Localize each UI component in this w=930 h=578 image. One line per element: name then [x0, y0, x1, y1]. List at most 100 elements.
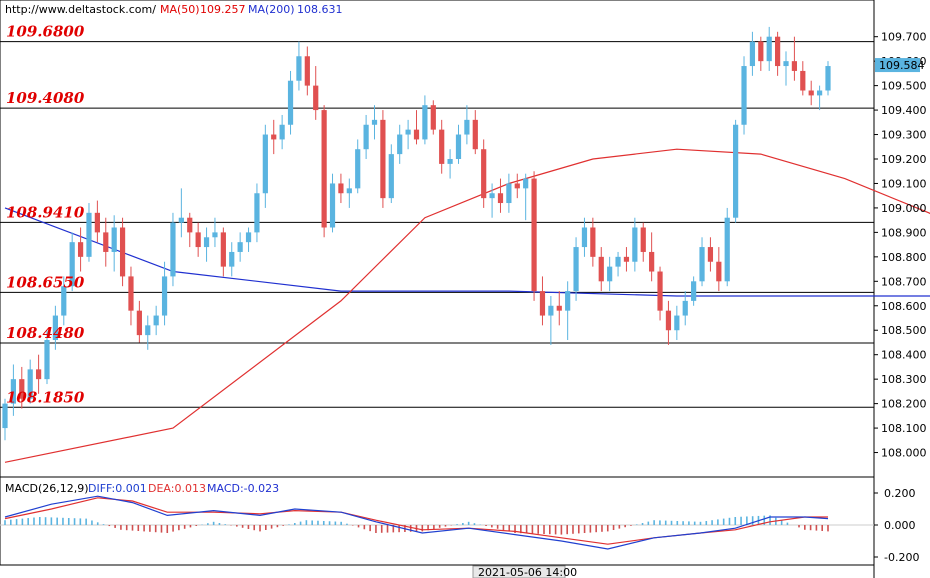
candle — [758, 36, 764, 71]
candle-body — [52, 315, 58, 341]
candle-body — [119, 227, 126, 277]
candle-body — [741, 66, 747, 125]
candle — [237, 232, 243, 262]
candle — [506, 173, 512, 213]
candle-body — [548, 305, 554, 316]
candle — [649, 232, 655, 282]
candle — [27, 359, 33, 404]
candle-body — [464, 119, 470, 135]
ma50-value: 109.257 — [200, 3, 246, 16]
candle — [262, 124, 268, 208]
current-price: 109.584 — [879, 59, 925, 72]
candle-body — [758, 41, 764, 62]
candle-body — [581, 227, 588, 248]
candle — [136, 300, 142, 343]
candle — [632, 217, 638, 272]
candle — [69, 232, 75, 292]
candle — [749, 31, 756, 76]
candle — [413, 110, 420, 145]
candle — [380, 110, 386, 208]
level-label: 109.6800 — [6, 23, 85, 41]
candle-body — [313, 85, 319, 111]
candle — [195, 222, 201, 257]
candle — [145, 315, 151, 350]
candle-body — [94, 212, 100, 233]
candle-body — [212, 232, 218, 238]
ma200-value: 108.631 — [297, 3, 343, 16]
candle — [388, 144, 394, 204]
candle — [2, 398, 8, 441]
price-tick-label: 109.500 — [881, 80, 927, 93]
price-tick-label: 108.700 — [881, 275, 927, 288]
candle-body — [707, 247, 714, 262]
candle-body — [775, 36, 781, 67]
macd-diff-path — [4, 495, 829, 550]
candle-body — [380, 119, 386, 199]
macd-dea-line — [4, 497, 828, 545]
candle — [430, 100, 436, 135]
candle-body — [371, 119, 378, 125]
candle — [153, 305, 159, 336]
candle-body — [674, 315, 680, 331]
candle — [329, 173, 336, 233]
candle — [523, 173, 529, 221]
candle-body — [623, 256, 630, 262]
candle-body — [153, 315, 159, 326]
ma50-label: MA(50) — [160, 3, 200, 16]
candle-body — [472, 119, 478, 150]
candle-body — [363, 124, 369, 150]
source-url: http://www.deltastock.com/ — [5, 3, 156, 16]
candle-body — [338, 183, 344, 194]
candle — [203, 227, 210, 262]
candle-body — [287, 80, 294, 125]
candle-body — [279, 124, 285, 140]
price-tick-label: 108.800 — [881, 251, 927, 264]
candle-body — [44, 340, 50, 380]
candle-body — [716, 261, 722, 282]
macd-dea-path — [4, 497, 828, 545]
candle — [548, 295, 554, 345]
candle-body — [825, 66, 831, 91]
candle — [271, 119, 277, 155]
candle — [103, 217, 109, 267]
candle — [808, 80, 814, 106]
candle-body — [77, 242, 84, 257]
candle-body — [791, 61, 798, 71]
candle — [245, 227, 252, 252]
candle-body — [86, 212, 92, 257]
candle-body — [329, 183, 336, 228]
candle — [161, 261, 168, 326]
candle-body — [321, 110, 327, 228]
candle-body — [296, 56, 302, 81]
candle-body — [195, 232, 201, 248]
time-label: 2021-05-06 14:00 — [478, 566, 577, 578]
level-label: 108.4480 — [6, 324, 85, 342]
candle — [338, 173, 344, 204]
ma200-line — [4, 207, 930, 297]
candle-body — [128, 276, 134, 311]
candle — [313, 66, 319, 120]
candle-body — [573, 247, 579, 292]
price-tick-label: 109.400 — [881, 104, 927, 117]
candle — [472, 110, 478, 155]
price-tick-label: 109.000 — [881, 202, 927, 215]
candle-body — [531, 178, 537, 292]
candle — [178, 188, 184, 238]
price-tick-label: 108.100 — [881, 422, 927, 435]
candle-body — [455, 134, 462, 159]
price-tick-label: 109.200 — [881, 153, 927, 166]
candle-body — [136, 310, 142, 336]
candle — [682, 291, 688, 326]
candle-body — [61, 286, 67, 316]
candle — [447, 149, 453, 179]
candle-body — [355, 149, 361, 189]
candle-body — [422, 105, 428, 140]
candle — [439, 119, 445, 174]
macd-value-label: MACD:-0.023 — [207, 482, 279, 495]
candle-body — [724, 217, 730, 282]
candle-body — [271, 134, 277, 140]
candle — [741, 56, 747, 135]
price-tick-label: 108.200 — [881, 398, 927, 411]
candle — [791, 36, 798, 81]
